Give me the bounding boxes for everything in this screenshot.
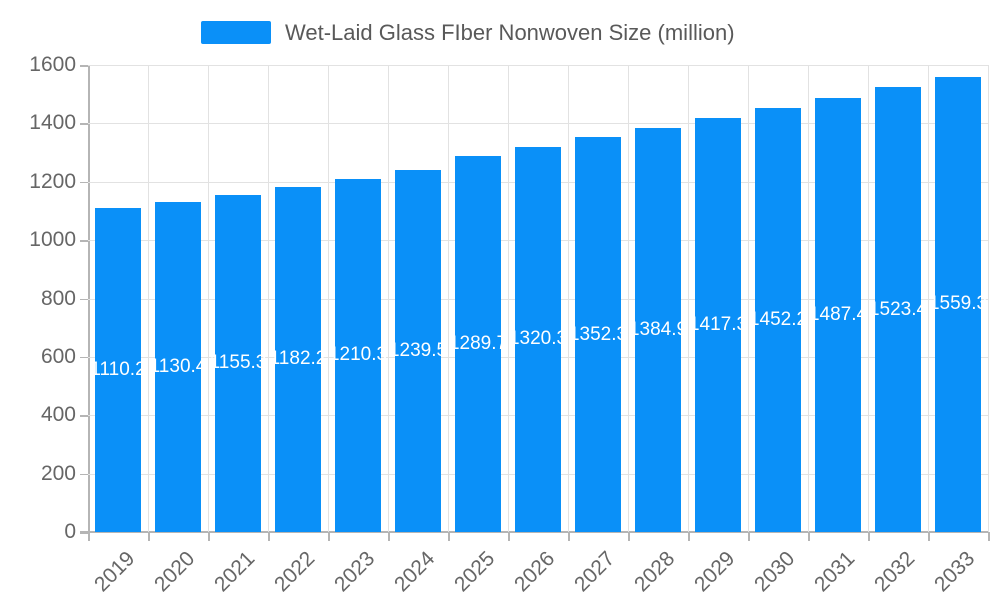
bar-2031[interactable] <box>815 97 861 532</box>
v-gridline <box>388 65 389 532</box>
bar-2021[interactable] <box>215 194 261 532</box>
y-axis-tick-label-800: 800 <box>40 286 76 310</box>
x-axis-tick-label-text: 2020 <box>149 547 200 597</box>
x-axis-tick-label-text: 2025 <box>449 547 500 597</box>
x-axis-tick-label-text: 2030 <box>749 547 800 597</box>
bar-2029[interactable] <box>695 118 741 532</box>
v-gridline <box>808 65 809 532</box>
x-axis-tick-label-text: 2026 <box>509 547 560 597</box>
x-axis-tick-mark <box>808 532 810 541</box>
y-axis-tick-label-1200: 1200 <box>29 169 76 193</box>
x-axis-tick-label-text: 2019 <box>89 547 140 597</box>
y-axis-tick-mark <box>80 415 88 417</box>
x-axis-tick-mark <box>268 532 270 541</box>
x-axis-tick-label-text: 2029 <box>689 547 740 597</box>
h-gridline-1400 <box>88 123 988 125</box>
bar-2024[interactable] <box>395 170 441 532</box>
x-axis-tick-mark <box>88 532 90 541</box>
bar-2025[interactable] <box>455 155 501 532</box>
bar-2027[interactable] <box>575 137 621 532</box>
v-gridline <box>448 65 449 532</box>
bar-2019[interactable] <box>95 207 141 532</box>
v-gridline <box>268 65 269 532</box>
bar-2020[interactable] <box>155 202 201 532</box>
legend-item[interactable]: Wet-Laid Glass FIber Nonwoven Size (mill… <box>201 20 735 45</box>
plot-area: 1110.2 1130.4 1155.3 1182.2 1210.3 1239.5 1289… <box>88 65 989 532</box>
v-gridline <box>328 65 329 532</box>
bar-2030[interactable] <box>755 108 801 532</box>
x-axis-tick-mark <box>688 532 690 541</box>
x-axis-tick-mark <box>868 532 870 541</box>
v-gridline <box>148 65 149 532</box>
y-axis-tick-mark <box>80 532 88 534</box>
x-axis-tick-label-text: 2023 <box>329 547 380 597</box>
x-axis-tick-mark <box>568 532 570 541</box>
x-axis-tick-mark <box>628 532 630 541</box>
y-axis-tick-mark <box>80 65 88 67</box>
v-gridline <box>868 65 869 532</box>
y-axis-tick-label-1400: 1400 <box>29 111 76 135</box>
bar-2033[interactable] <box>935 76 981 532</box>
v-gridline <box>568 65 569 532</box>
x-axis-tick-label-text: 2031 <box>809 547 860 597</box>
x-axis-tick-mark <box>508 532 510 541</box>
legend-color-swatch <box>201 21 271 44</box>
y-axis-tick-mark <box>80 298 88 300</box>
x-axis-tick-label-text: 2022 <box>269 547 320 597</box>
x-axis-tick-label-text: 2021 <box>209 547 260 597</box>
v-gridline <box>628 65 629 532</box>
bar-2022[interactable] <box>275 186 321 532</box>
x-axis-tick-mark <box>448 532 450 541</box>
h-gridline-1600 <box>88 65 988 66</box>
v-gridline <box>688 65 689 532</box>
y-axis-tick-mark <box>80 356 88 359</box>
x-axis-tick-mark <box>388 532 390 541</box>
y-axis-tick-mark <box>80 473 88 476</box>
y-axis-tick-label-1000: 1000 <box>29 228 76 252</box>
y-axis-tick-mark <box>80 240 88 242</box>
y-axis-tick-mark <box>80 123 88 125</box>
x-axis-tick-label-text: 2032 <box>869 547 920 597</box>
bar-2026[interactable] <box>515 146 561 532</box>
legend-label: Wet-Laid Glass FIber Nonwoven Size (mill… <box>285 20 735 45</box>
y-axis-tick-mark <box>80 181 88 184</box>
x-axis-tick-label-text: 2028 <box>629 547 680 597</box>
x-axis-tick-mark <box>928 532 930 541</box>
x-axis-tick-mark <box>328 532 330 541</box>
bar-2028[interactable] <box>635 127 681 532</box>
y-axis-tick-label-0: 0 <box>64 520 76 543</box>
bar-2032[interactable] <box>875 87 921 532</box>
bar-2023[interactable] <box>335 178 381 532</box>
v-gridline <box>988 65 989 532</box>
x-axis-tick-mark <box>148 532 150 541</box>
v-gridline <box>508 65 509 532</box>
x-axis-tick-label-text: 2027 <box>569 547 620 597</box>
y-axis-tick-label-400: 400 <box>40 403 76 427</box>
y-axis-tick-label-200: 200 <box>40 461 76 485</box>
x-axis-tick-label-text: 2024 <box>389 547 440 597</box>
y-axis-tick-label-1600: 1600 <box>29 53 76 76</box>
x-axis-tick-label-text: 2033 <box>929 547 980 597</box>
x-axis-tick-mark <box>208 532 210 541</box>
x-axis-tick-mark <box>988 532 990 541</box>
v-gridline <box>928 65 929 532</box>
v-gridline <box>748 65 749 532</box>
x-axis-tick-mark <box>748 532 750 541</box>
v-gridline <box>208 65 209 532</box>
y-axis-tick-label-600: 600 <box>40 344 76 368</box>
